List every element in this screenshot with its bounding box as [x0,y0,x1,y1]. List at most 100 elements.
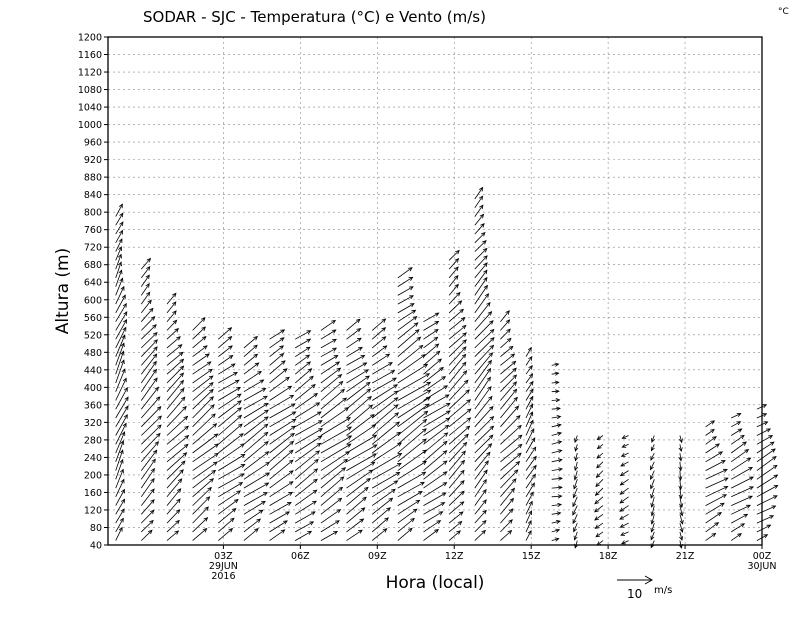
wind-vector [500,396,518,419]
wind-vector-shaft [192,461,218,480]
wind-vector-shaft [525,373,533,384]
wind-vector [730,449,750,463]
wind-vector-head [123,311,128,316]
wind-vector-shaft [423,329,439,340]
wind-vector [346,518,365,533]
wind-vector [192,452,219,471]
wind-vector-head [650,527,655,533]
wind-vector-head [155,396,161,401]
wind-vector-head [152,353,158,359]
wind-vector-shaft [423,358,442,375]
wind-vector-shaft [650,461,655,470]
wind-vector-head [711,532,717,538]
wind-vector [166,301,177,314]
wind-vector-head [457,520,463,526]
wind-vector-head [382,345,388,350]
wind-vector-head [650,535,655,541]
wind-vector-head [619,490,625,495]
wind-vector-shaft [525,465,537,480]
wind-vector [371,362,393,375]
wind-vector [269,345,285,358]
wind-vector-head [336,509,342,514]
wind-vector-head [678,447,683,452]
wind-vector [371,397,399,419]
wind-vector-head [182,452,188,457]
wind-vector [140,274,150,287]
wind-vector-shaft [269,353,284,366]
wind-vector-head [443,432,449,437]
wind-vector [140,360,157,384]
wind-vector-shaft [474,425,494,445]
wind-vector [448,339,467,357]
y-tick-label: 480 [84,348,102,359]
wind-vector-shaft [622,443,629,448]
wind-vector-shaft [294,442,321,463]
wind-vector [500,415,521,436]
wind-vector-head [184,435,190,440]
wind-vector [140,488,155,506]
wind-vector-shaft [397,471,426,489]
wind-vector [141,339,158,357]
wind-vector-shaft [346,404,373,428]
wind-vector-head [424,403,430,408]
wind-vector [218,336,233,349]
wind-vector-shaft [243,509,264,524]
wind-vector [115,319,128,340]
wind-vector [192,381,214,401]
wind-vector [140,353,158,375]
wind-vector [595,470,604,478]
y-tick-label: 360 [84,400,102,411]
wind-vector-head [240,463,246,468]
wind-vector-shaft [115,335,126,357]
wind-vector [595,531,604,538]
wind-vector-head [650,519,655,525]
wind-vector-shaft [346,518,364,533]
wind-vector-shaft [140,274,150,287]
wind-vector-head [486,301,491,307]
wind-vector-shaft [346,396,372,419]
wind-vector [730,523,746,533]
wind-vector-shaft [525,510,532,524]
wind-vector-shaft [595,531,604,538]
wind-vector [243,461,270,480]
wind-vector [166,319,178,331]
wind-vector-head [150,316,156,321]
wind-vector-head [151,458,156,464]
wind-vector-head [723,477,729,482]
wind-vector [731,476,754,489]
wind-vector-head [773,474,779,479]
wind-vector-head [762,404,768,409]
wind-vector [621,435,629,439]
wind-vector [525,373,534,384]
wind-vector-shaft [500,338,512,349]
wind-vector-shaft [166,396,186,419]
wind-vector-shaft [372,377,397,393]
wind-vector-shaft [218,336,232,349]
wind-vector-shaft [166,478,183,498]
wind-vector-head [200,317,206,322]
wind-vector [596,443,604,450]
wind-vector [650,444,655,452]
wind-vector-shaft [243,403,269,419]
wind-vector [448,308,465,323]
wind-vector-shaft [574,470,578,480]
wind-vector-head [556,423,562,428]
wind-vector [397,295,414,305]
wind-vector-shaft [166,444,189,463]
wind-vector [218,393,242,410]
wind-vector [474,509,487,524]
wind-vector-head [710,420,716,425]
wind-vector-head [358,346,363,351]
wind-vector [115,246,122,261]
wind-vector [474,460,489,480]
wind-vector-shaft [115,396,129,419]
wind-vector [320,530,338,541]
wind-vector-head [772,456,777,461]
wind-vector-shaft [243,353,258,366]
wind-vector-shaft [397,295,414,305]
wind-vector [678,444,683,452]
wind-vector-shaft [500,353,515,366]
wind-vector-head [153,346,158,351]
wind-vector [730,428,743,436]
wind-vector-head [434,328,439,334]
